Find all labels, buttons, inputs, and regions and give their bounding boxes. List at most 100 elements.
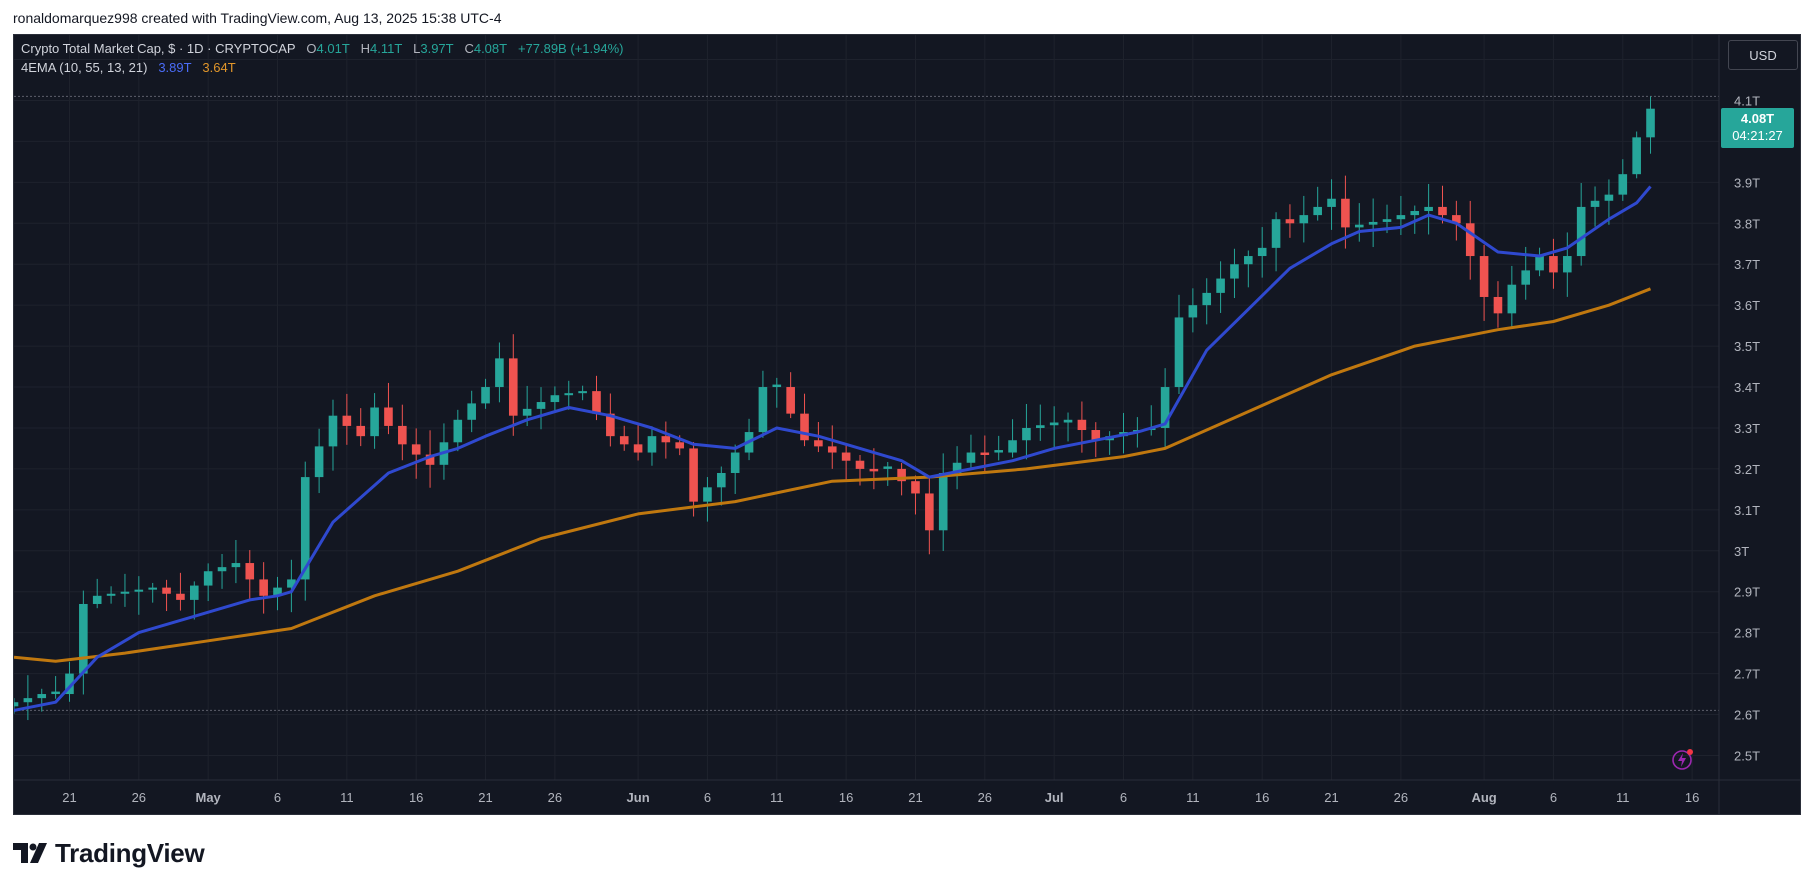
candle [1313, 186, 1322, 221]
y-tick-label: 2.5T [1734, 748, 1760, 763]
brand-name: TradingView [55, 837, 205, 868]
candle [1202, 278, 1212, 325]
candle [384, 382, 393, 435]
candle-body [92, 595, 102, 604]
candle-body [245, 563, 255, 580]
candle-body [1632, 137, 1641, 175]
candle [328, 399, 338, 471]
candle [1063, 412, 1073, 442]
candle-body [120, 591, 130, 594]
x-tick-label: 16 [1255, 790, 1269, 805]
candle-body [1091, 430, 1101, 441]
candle-body [1063, 419, 1073, 423]
candle-body [550, 395, 560, 403]
candle [467, 390, 476, 433]
candle-body [231, 563, 241, 568]
ema-slow-value: 3.64T [202, 60, 236, 75]
lightning-icon[interactable] [1672, 748, 1694, 770]
candle-body [14, 702, 19, 707]
candle [314, 428, 324, 494]
indicator-legend[interactable]: 4EMA (10, 55, 13, 21) 3.89T 3.64T [21, 60, 236, 75]
candle-body [1299, 215, 1309, 224]
candle-body [1479, 256, 1489, 297]
candle-body [730, 452, 740, 473]
candle-body [370, 407, 379, 437]
candle-body [203, 571, 213, 586]
x-tick-label: 26 [1394, 790, 1408, 805]
close-value: 4.08T [473, 41, 508, 56]
candle [703, 477, 712, 522]
candle [1216, 261, 1225, 313]
candle-body [855, 460, 865, 469]
change-value: +77.89B (+1.94%) [517, 41, 624, 56]
candle [772, 377, 782, 408]
x-tick-label: May [196, 790, 222, 805]
candle-body [467, 403, 476, 420]
candle [1493, 281, 1503, 328]
candle [1285, 204, 1295, 238]
candle-body [259, 579, 268, 596]
candle [120, 573, 130, 607]
candle-body [689, 448, 698, 502]
candle-body [980, 452, 990, 455]
y-tick-label: 3.1T [1734, 503, 1760, 518]
candle [203, 563, 213, 602]
candle-body [65, 673, 74, 695]
candle [619, 425, 629, 451]
y-tick-label: 3.2T [1734, 462, 1760, 477]
last-price-badge: 4.08T 04:21:27 [1721, 108, 1794, 148]
candle [65, 661, 74, 702]
candle-body [23, 698, 33, 703]
y-tick-label: 3T [1734, 544, 1749, 559]
candle [189, 581, 199, 620]
y-tick-label: 2.7T [1734, 667, 1760, 682]
candle [1188, 288, 1198, 333]
candle [1105, 431, 1114, 455]
candle [342, 393, 352, 445]
candle-body [1646, 108, 1655, 138]
candle-body [37, 694, 47, 699]
candle-body [966, 452, 976, 463]
chart-panel[interactable]: 2.5T 2.6T 2.7T 2.8T 2.9T 3T 3.1T 3.2T 3.3T 3.4T 3.… [13, 34, 1801, 815]
candle [23, 675, 33, 721]
candle-body [189, 585, 199, 600]
x-tick-label: 11 [1616, 790, 1630, 805]
candle-body [134, 589, 144, 592]
candle-body [647, 436, 657, 453]
x-tick-label: 21 [1324, 790, 1338, 805]
candle-body [1313, 206, 1322, 216]
x-tick-label: Jul [1045, 790, 1064, 805]
currency-button[interactable]: USD [1728, 40, 1798, 70]
candle [827, 425, 837, 469]
candle-body [606, 413, 615, 437]
grid-lines [14, 35, 1719, 780]
candle [994, 435, 1003, 461]
x-tick-label: 26 [548, 790, 562, 805]
candle [411, 428, 421, 479]
candle [1271, 212, 1281, 272]
candle-body [827, 446, 837, 453]
high-label: H [360, 41, 370, 56]
candle-body [814, 440, 823, 447]
ema-fast-value: 3.89T [158, 60, 192, 75]
candle [1465, 200, 1475, 280]
indicator-name[interactable]: 4EMA (10, 55, 13, 21) [21, 60, 148, 75]
candle [148, 582, 157, 603]
candle [966, 434, 976, 471]
candle [1022, 403, 1031, 460]
candle [176, 572, 185, 611]
x-tick-label: 21 [62, 790, 76, 805]
candle-body [1035, 425, 1045, 428]
candle-body [1465, 223, 1475, 257]
candle [508, 334, 518, 436]
candle [1479, 244, 1489, 321]
candle [1160, 368, 1170, 449]
x-tick-label: 11 [1186, 790, 1200, 805]
candle-body [911, 481, 920, 494]
candle-body [522, 408, 532, 416]
candlestick-chart[interactable]: 2.5T 2.6T 2.7T 2.8T 2.9T 3T 3.1T 3.2T 3.3T 3.4T 3.… [14, 35, 1800, 814]
candle-body [661, 436, 671, 443]
x-tick-label: 21 [908, 790, 922, 805]
candle-body [287, 579, 296, 588]
candle-body [425, 454, 435, 465]
